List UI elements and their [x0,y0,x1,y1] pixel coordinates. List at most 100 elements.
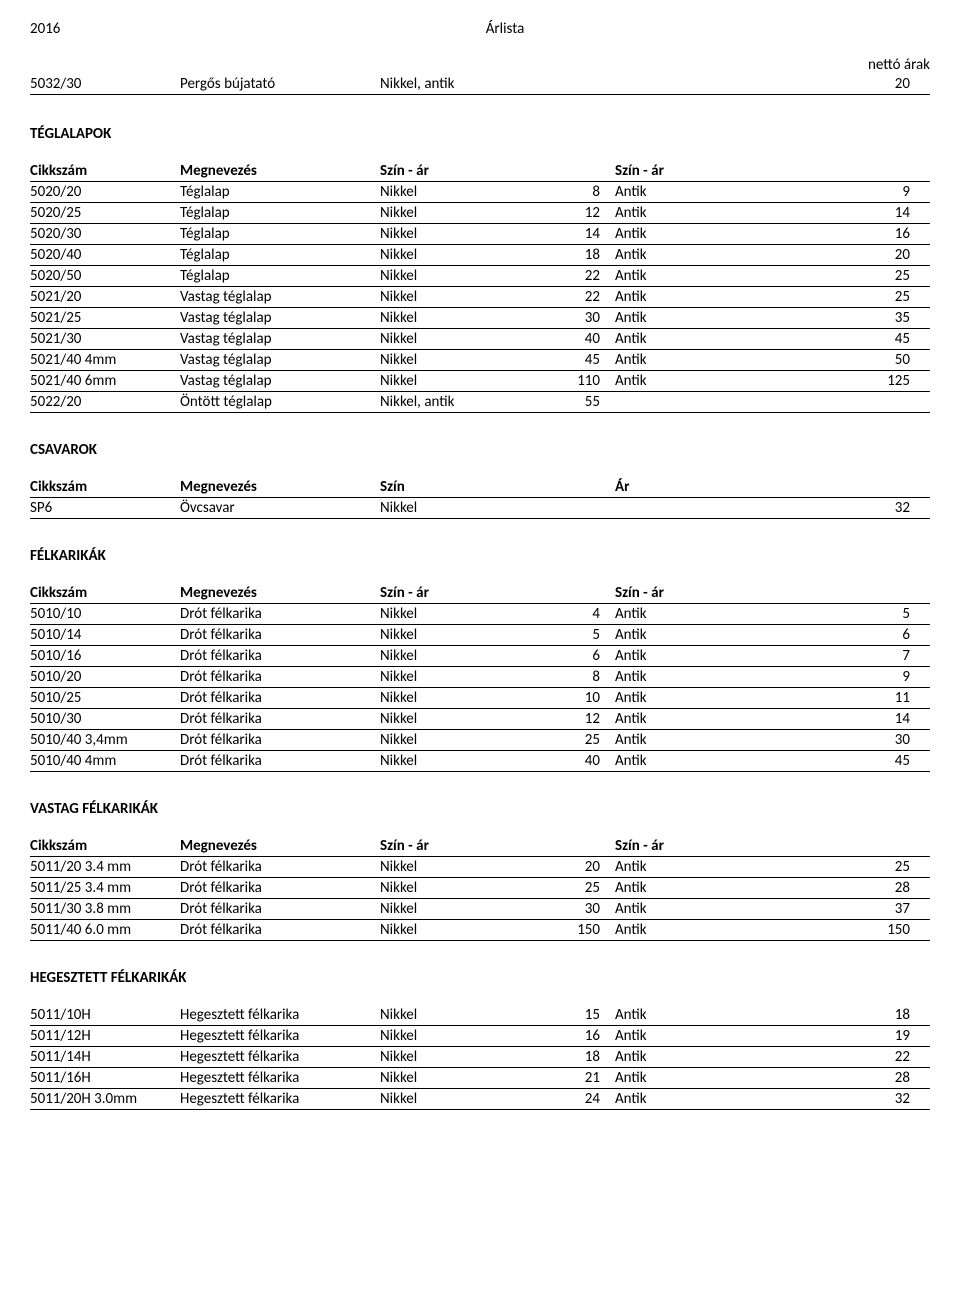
cell: 30 [510,308,615,329]
cell: Antik [615,266,705,287]
cell: Vastag téglalap [180,287,380,308]
table-row: 5010/40 3,4mmDrót félkarikaNikkel25Antik… [30,730,930,751]
header-cell: Szín - ár [380,836,510,857]
cell: Antik [615,857,705,878]
cell: 22 [510,266,615,287]
cell: 32 [705,1089,930,1110]
cell-color: Nikkel, antik [380,74,510,95]
cell: Nikkel [380,667,510,688]
table-row: 5011/20 3.4 mmDrót félkarikaNikkel20Anti… [30,857,930,878]
header-cell: Cikkszám [30,477,180,498]
cell: 5011/10H [30,1005,180,1026]
cell: 25 [705,857,930,878]
table-row: 5011/20H 3.0mmHegesztett félkarikaNikkel… [30,1089,930,1110]
cell: Drót félkarika [180,878,380,899]
cell: 5 [510,625,615,646]
cell: Antik [615,646,705,667]
cell: Antik [615,667,705,688]
table-header: CikkszámMegnevezésSzín Ár [30,477,930,498]
cell: Vastag téglalap [180,350,380,371]
cell: Nikkel [380,182,510,203]
cell: Antik [615,604,705,625]
table-row: 5032/30 Pergős bújatató Nikkel, antik 20 [30,74,930,95]
cell [510,498,615,519]
table-row: 5020/20TéglalapNikkel8Antik9 [30,182,930,203]
cell: 4 [510,604,615,625]
cell: 15 [510,1005,615,1026]
cell: 25 [705,287,930,308]
cell: 21 [510,1068,615,1089]
cell: Övcsavar [180,498,380,519]
header-cell: Szín - ár [615,836,705,857]
cell: Nikkel [380,751,510,772]
header-cell [510,836,615,857]
cell: 8 [510,667,615,688]
header-cell: Szín - ár [380,583,510,604]
cell: Nikkel [380,920,510,941]
cell: 45 [510,350,615,371]
cell: Drót félkarika [180,899,380,920]
cell: 16 [705,224,930,245]
cell: Nikkel [380,287,510,308]
header-cell: Szín - ár [615,583,705,604]
cell: 12 [510,203,615,224]
header-cell: Ár [615,477,705,498]
cell: Antik [615,625,705,646]
header-cell: Cikkszám [30,583,180,604]
cell: Nikkel [380,1026,510,1047]
cell: 37 [705,899,930,920]
table-header: CikkszámMegnevezésSzín - árSzín - ár [30,161,930,182]
cell: Hegesztett félkarika [180,1068,380,1089]
header-cell: Megnevezés [180,161,380,182]
cell: Nikkel [380,329,510,350]
intro-table: 5032/30 Pergős bújatató Nikkel, antik 20 [30,74,930,95]
cell: 5011/30 3.8 mm [30,899,180,920]
header-cell: Megnevezés [180,477,380,498]
cell: 5011/40 6.0 mm [30,920,180,941]
cell: 35 [705,308,930,329]
header-cell [705,836,930,857]
table-row: 5010/30Drót félkarikaNikkel12Antik14 [30,709,930,730]
cell [615,392,705,413]
cell: 150 [705,920,930,941]
header-cell [705,477,930,498]
price-table: 5011/10HHegesztett félkarikaNikkel15Anti… [30,1005,930,1110]
header-cell: Szín - ár [615,161,705,182]
table-row: 5011/40 6.0 mmDrót félkarikaNikkel150Ant… [30,920,930,941]
cell: Antik [615,371,705,392]
cell: Antik [615,287,705,308]
cell: 5010/16 [30,646,180,667]
section-title: FÉLKARIKÁK [30,547,930,565]
cell: Antik [615,730,705,751]
header-cell: Szín [380,477,510,498]
section-title: HEGESZTETT FÉLKARIKÁK [30,969,930,987]
table-row: 5021/30Vastag téglalapNikkel40Antik45 [30,329,930,350]
cell: Nikkel [380,1047,510,1068]
cell: Nikkel [380,350,510,371]
cell: 40 [510,329,615,350]
cell: 18 [705,1005,930,1026]
cell: Nikkel [380,245,510,266]
cell: 5020/20 [30,182,180,203]
price-table: CikkszámMegnevezésSzín - árSzín - ár5020… [30,161,930,413]
table-row: 5021/40 6mmVastag téglalapNikkel110Antik… [30,371,930,392]
cell: Nikkel [380,266,510,287]
cell: Antik [615,1068,705,1089]
cell: 14 [705,203,930,224]
cell: Nikkel [380,604,510,625]
cell: 5011/25 3.4 mm [30,878,180,899]
table-row: 5010/20Drót félkarikaNikkel8Antik9 [30,667,930,688]
cell: 5020/40 [30,245,180,266]
cell-price2: 20 [705,74,930,95]
cell: 125 [705,371,930,392]
cell: Nikkel [380,730,510,751]
cell: Nikkel [380,878,510,899]
cell: Öntött téglalap [180,392,380,413]
header-cell: Megnevezés [180,836,380,857]
cell: 5021/40 4mm [30,350,180,371]
cell: 5 [705,604,930,625]
cell: Antik [615,1026,705,1047]
cell: Antik [615,1047,705,1068]
cell: Téglalap [180,182,380,203]
cell: Hegesztett félkarika [180,1089,380,1110]
